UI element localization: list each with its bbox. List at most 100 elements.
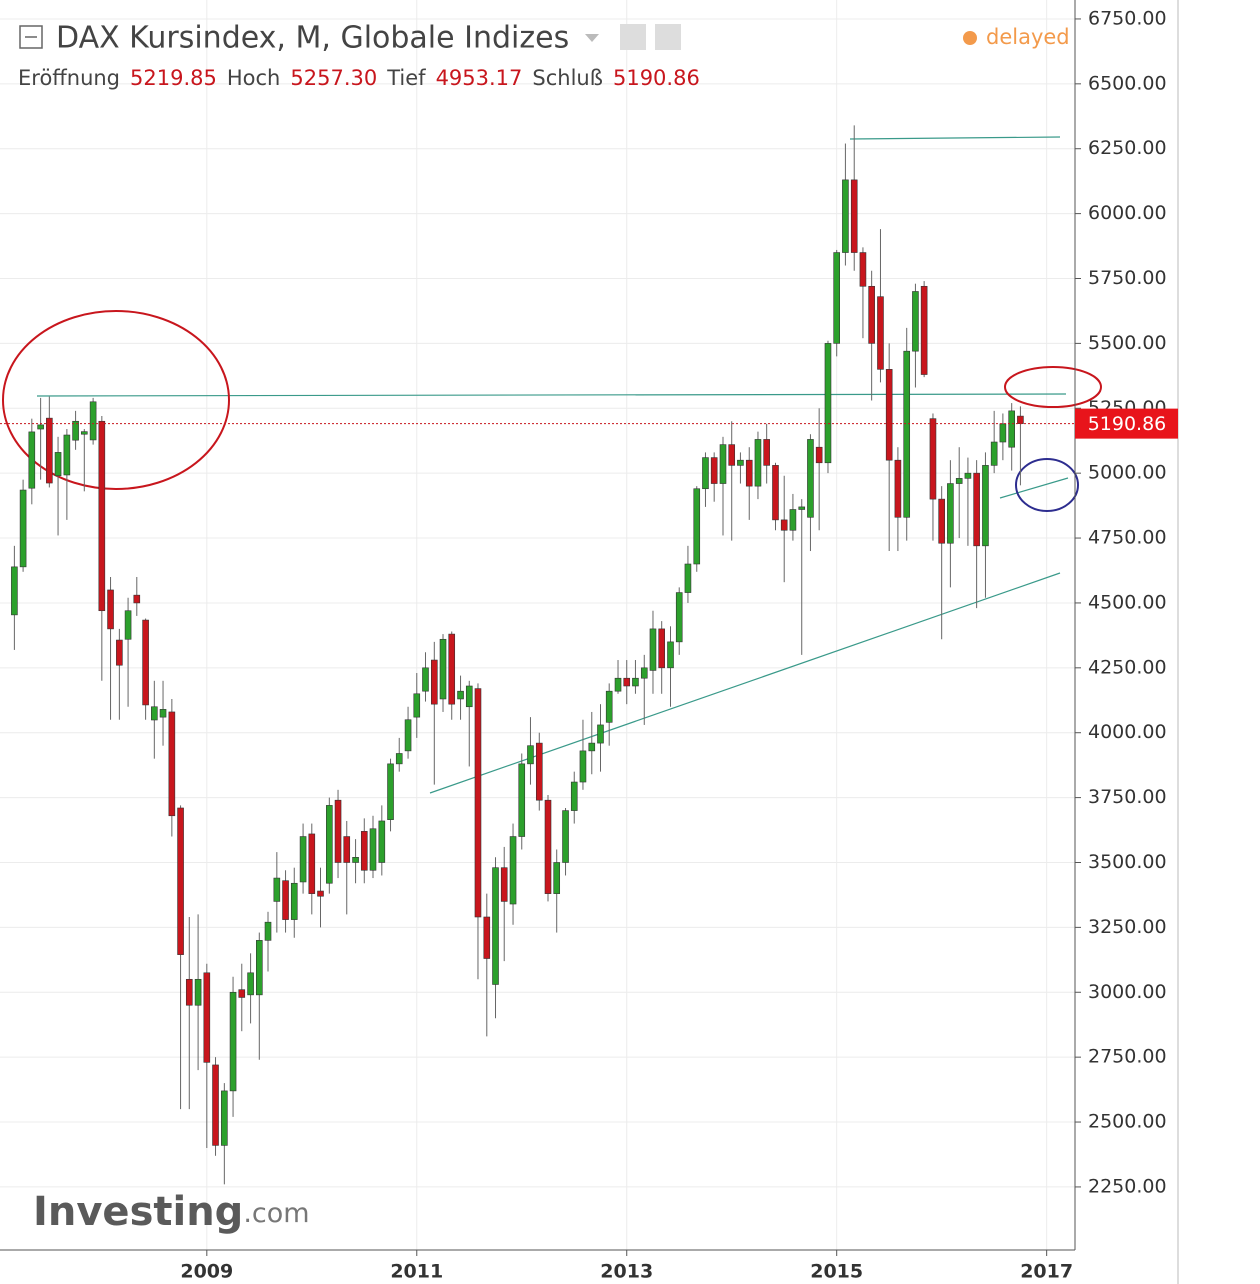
candle-body <box>352 856 359 863</box>
candle-body <box>982 465 989 547</box>
x-tick-label: 2009 <box>180 1261 233 1283</box>
logo: Investing.com <box>33 1189 310 1235</box>
candle-body <box>334 799 342 863</box>
candle-body <box>789 509 797 531</box>
candles <box>0 125 1075 1185</box>
candle-body <box>404 719 412 752</box>
candle-body <box>877 296 884 370</box>
label: Hoch <box>227 66 281 90</box>
last-price-label: 5190.86 <box>1088 413 1167 435</box>
short-trend-line <box>999 477 1069 499</box>
candle-body <box>221 1090 228 1146</box>
y-tick-label: 2250.00 <box>1088 1175 1167 1197</box>
candle-body <box>903 350 911 518</box>
candle-body <box>824 343 832 464</box>
candle-body <box>80 431 88 435</box>
candle-body <box>964 472 972 479</box>
candle-body <box>509 836 517 905</box>
candle-body <box>387 763 394 820</box>
candle-body <box>912 291 919 352</box>
candle-body <box>929 418 937 500</box>
candle-body <box>632 677 639 687</box>
y-tick-label: 6250.00 <box>1088 137 1167 159</box>
candle-body <box>185 978 193 1006</box>
x-tick-label: 2015 <box>810 1261 863 1283</box>
candle-body <box>562 810 569 863</box>
candle-body <box>98 420 106 612</box>
logo-suffix: .com <box>243 1198 309 1229</box>
candle-body <box>754 439 762 487</box>
candle-body <box>168 711 176 817</box>
highlight-circle <box>2 310 230 490</box>
resistance-line <box>36 393 1067 397</box>
y-tick-label: 6000.00 <box>1088 202 1167 224</box>
candle-body <box>465 685 473 708</box>
y-tick-label: 2500.00 <box>1088 1111 1167 1133</box>
candle-body <box>159 709 167 718</box>
candle-body <box>264 921 272 941</box>
candle-body <box>247 972 254 996</box>
candle-body <box>527 745 534 765</box>
settings-icon[interactable] <box>620 24 646 50</box>
label: Tief <box>386 66 426 90</box>
candle-body <box>553 862 561 894</box>
candle-body <box>947 483 954 544</box>
dropdown-icon[interactable] <box>585 34 599 42</box>
candle-body <box>500 867 508 902</box>
candle-body <box>89 401 97 441</box>
candle-body <box>649 628 657 671</box>
candle-body <box>19 489 27 568</box>
candle-body <box>177 807 184 955</box>
y-tick-label: 6500.00 <box>1088 72 1167 94</box>
candle-body <box>894 459 902 518</box>
candle-body <box>605 690 613 723</box>
candle-body <box>28 431 36 489</box>
candle-body <box>448 633 456 705</box>
candle-body <box>54 452 62 477</box>
candle-body <box>439 638 447 700</box>
value: 5219.85 <box>130 66 217 90</box>
candle-body <box>798 506 806 510</box>
y-tick-label: 5500.00 <box>1088 332 1167 354</box>
value: 5190.86 <box>613 66 700 90</box>
y-tick-label: 3500.00 <box>1088 851 1167 873</box>
y-tick-label: 3750.00 <box>1088 786 1167 808</box>
candle-body <box>868 285 875 344</box>
candle-body <box>693 488 701 565</box>
candle-body <box>920 285 928 375</box>
candle-body <box>256 940 263 996</box>
y-tick-label: 3250.00 <box>1088 916 1167 938</box>
candle-body <box>212 1064 219 1146</box>
settings-icon[interactable] <box>655 24 681 50</box>
candle-body <box>72 420 79 441</box>
candle-body <box>518 763 526 837</box>
candle-body <box>343 836 351 863</box>
candle-body <box>938 498 945 544</box>
candle-body <box>326 805 333 884</box>
candle-body <box>535 742 543 801</box>
candle-body <box>133 594 141 604</box>
candle-body <box>308 833 316 894</box>
logo-main: Investing <box>33 1189 243 1235</box>
candle-body <box>299 836 307 883</box>
candle-body <box>614 677 622 692</box>
y-tick-label: 5000.00 <box>1088 462 1167 484</box>
ohlc-header: Eröffnung 5219.85 Hoch 5257.30 Tief 4953.17 Sc… <box>18 66 700 90</box>
candle-body <box>702 457 709 490</box>
label: Schluß <box>532 66 603 90</box>
candle-body <box>745 459 753 487</box>
candle-body <box>360 831 368 871</box>
chart-title: DAX Kursindex, M, Globale Indizes <box>56 21 569 56</box>
status-dot <box>963 31 977 45</box>
candle-body <box>282 880 289 920</box>
candle-body <box>833 252 840 344</box>
candle-body <box>579 750 587 783</box>
candle-body <box>842 179 849 253</box>
candle-body <box>395 753 403 765</box>
highlight-circle <box>1004 366 1102 408</box>
highlight-circle <box>1015 458 1079 512</box>
candle-body <box>1017 415 1024 424</box>
candle-body <box>885 369 893 461</box>
candle-body <box>807 439 814 518</box>
